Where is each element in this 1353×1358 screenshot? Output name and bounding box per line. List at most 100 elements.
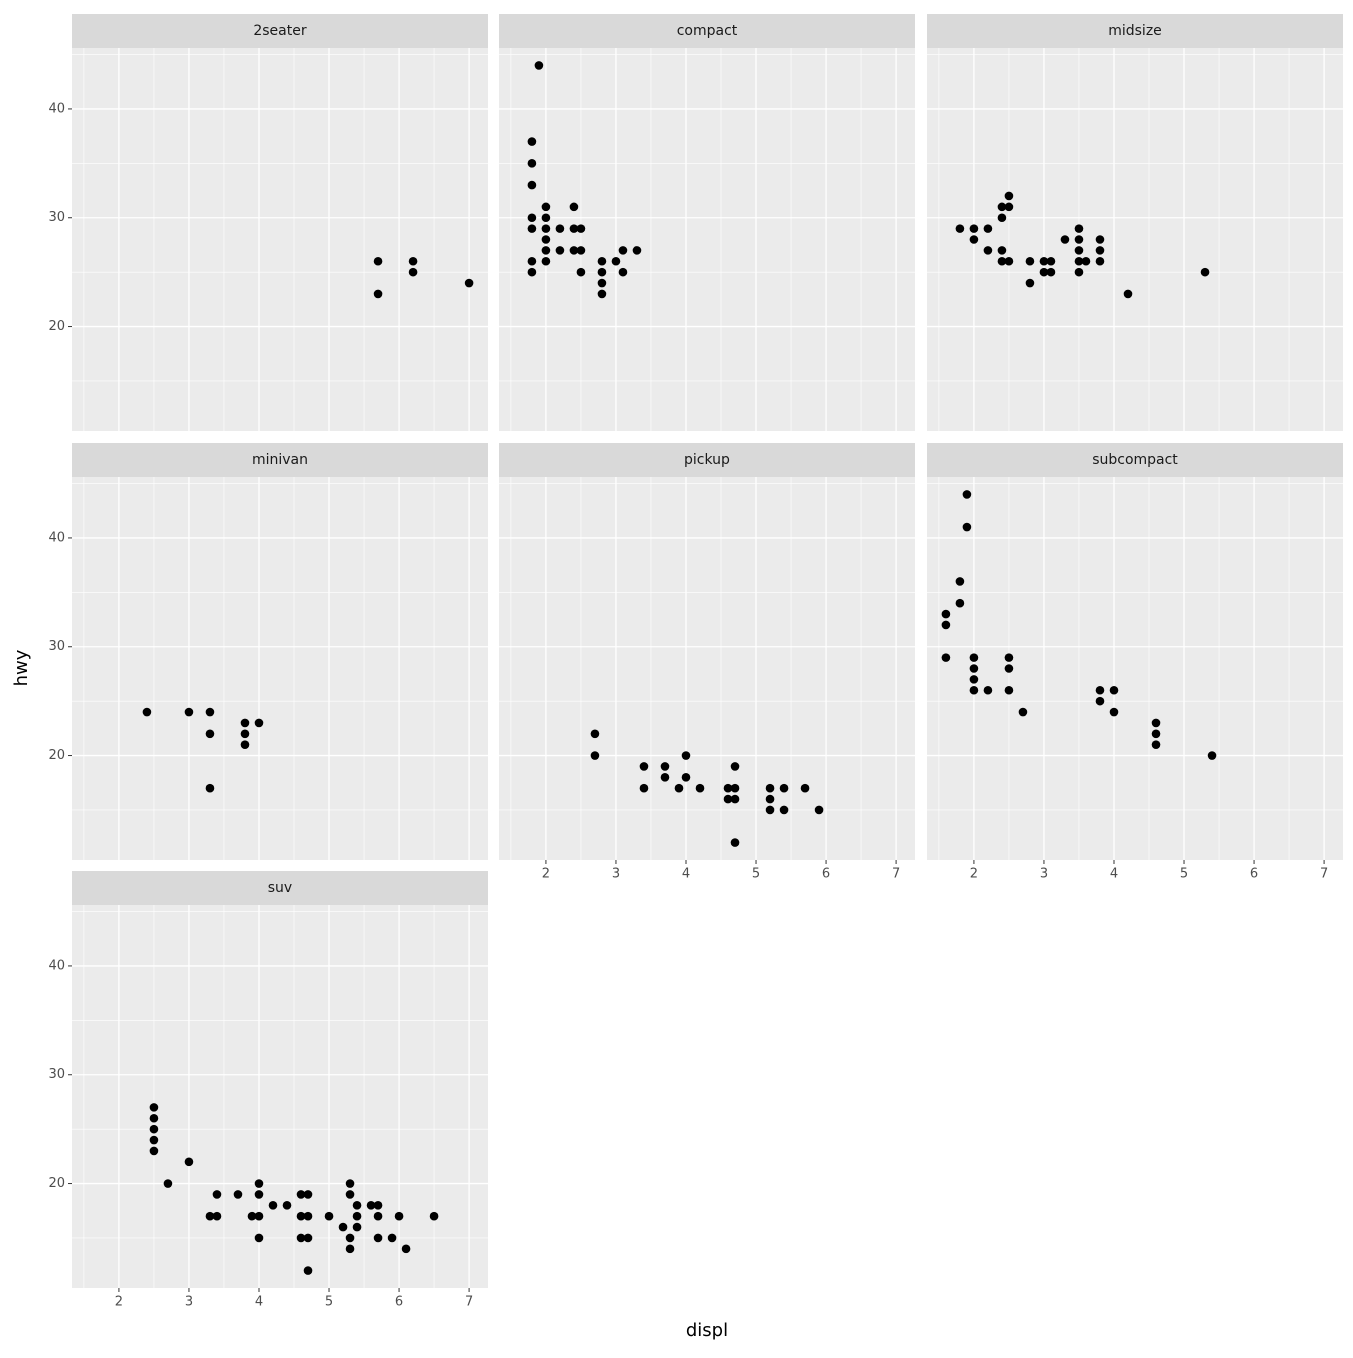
- point: [282, 1201, 292, 1210]
- point: [765, 783, 775, 793]
- point: [527, 159, 537, 168]
- point: [303, 1190, 313, 1199]
- point: [730, 794, 740, 804]
- point: [408, 256, 418, 266]
- point: [1004, 256, 1014, 266]
- point: [541, 224, 551, 233]
- point: [1074, 256, 1084, 266]
- point: [1060, 235, 1070, 244]
- x-tick-label: 5: [1180, 867, 1188, 882]
- point: [962, 522, 972, 532]
- point: [296, 1233, 306, 1243]
- point: [590, 751, 600, 760]
- point: [1151, 729, 1161, 739]
- strip-label: compact: [677, 23, 738, 39]
- x-tick-label: 4: [255, 1295, 263, 1310]
- point: [1039, 267, 1049, 277]
- point: [639, 783, 649, 793]
- point: [394, 1211, 404, 1221]
- x-tick-label: 5: [325, 1295, 333, 1310]
- x-tick-label: 4: [1110, 867, 1118, 882]
- point: [674, 783, 684, 793]
- panel: [499, 477, 915, 860]
- x-tick-label: 2: [970, 867, 978, 882]
- point: [962, 490, 972, 499]
- point: [373, 256, 383, 266]
- point: [1046, 256, 1056, 266]
- strip-label: pickup: [684, 452, 730, 468]
- point: [730, 783, 740, 793]
- point: [695, 783, 705, 793]
- point: [142, 707, 152, 717]
- panel: [499, 48, 915, 431]
- point: [527, 213, 537, 223]
- point: [534, 61, 544, 70]
- point: [1095, 235, 1105, 244]
- point: [618, 246, 628, 255]
- point: [338, 1222, 348, 1232]
- y-tick-label: 40: [48, 530, 65, 545]
- point: [681, 751, 691, 760]
- point: [569, 202, 579, 212]
- y-tick-label: 20: [48, 319, 65, 334]
- point: [254, 1211, 264, 1221]
- point: [205, 729, 215, 739]
- strip: [72, 443, 488, 477]
- point: [205, 707, 215, 717]
- point: [527, 267, 537, 277]
- point: [955, 224, 965, 233]
- point: [1151, 740, 1161, 749]
- point: [366, 1201, 376, 1210]
- point: [1046, 267, 1056, 277]
- point: [373, 1211, 383, 1221]
- point: [205, 1211, 215, 1221]
- point: [149, 1103, 159, 1112]
- point: [254, 718, 264, 728]
- point: [373, 1201, 383, 1210]
- point: [779, 783, 789, 793]
- point: [941, 653, 951, 662]
- y-tick-label: 30: [48, 210, 65, 225]
- point: [303, 1233, 313, 1243]
- strip-label: 2seater: [253, 23, 306, 39]
- point: [969, 235, 979, 244]
- point: [1004, 664, 1014, 673]
- point: [1004, 685, 1014, 695]
- point: [1004, 653, 1014, 662]
- point: [1081, 256, 1091, 266]
- point: [541, 246, 551, 255]
- point: [681, 773, 691, 782]
- point: [233, 1190, 243, 1199]
- strip-label: midsize: [1108, 23, 1162, 39]
- point: [1200, 267, 1210, 277]
- strip: [499, 14, 915, 48]
- y-tick-label: 40: [48, 101, 65, 116]
- point: [373, 1233, 383, 1243]
- point: [527, 180, 537, 190]
- point: [527, 256, 537, 266]
- y-tick-label: 30: [48, 1067, 65, 1082]
- point: [541, 256, 551, 266]
- point: [429, 1211, 439, 1221]
- panel: [927, 477, 1343, 860]
- strip: [499, 443, 915, 477]
- strip-label: minivan: [252, 452, 308, 468]
- point: [969, 675, 979, 684]
- point: [941, 609, 951, 619]
- point: [303, 1266, 313, 1275]
- point: [814, 805, 824, 815]
- point: [632, 246, 642, 255]
- point: [149, 1113, 159, 1123]
- point: [969, 653, 979, 662]
- point: [983, 246, 993, 255]
- y-tick-label: 30: [48, 639, 65, 654]
- x-tick-label: 6: [1250, 867, 1258, 882]
- point: [149, 1135, 159, 1145]
- point: [352, 1201, 362, 1210]
- panel: [927, 48, 1343, 431]
- point: [254, 1190, 264, 1199]
- point: [576, 224, 586, 233]
- point: [527, 224, 537, 233]
